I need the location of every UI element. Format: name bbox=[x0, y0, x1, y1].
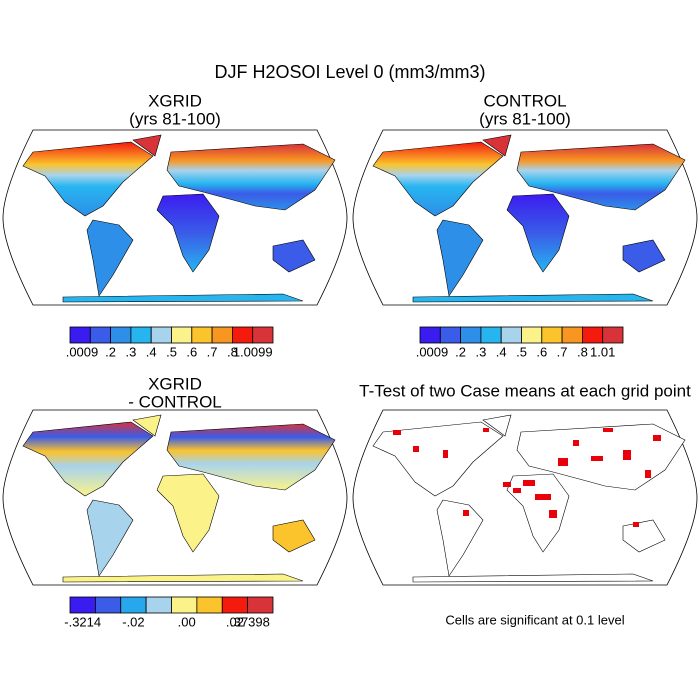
panel-title: CONTROL bbox=[483, 91, 566, 110]
colorbar-label: .5 bbox=[516, 344, 527, 359]
colorbar-box bbox=[419, 326, 441, 344]
colorbar-box bbox=[89, 326, 112, 344]
colorbar-box bbox=[171, 596, 198, 614]
colorbar-box bbox=[221, 596, 249, 614]
colorbar-box bbox=[150, 326, 172, 344]
colorbar-label: .3 bbox=[475, 344, 486, 359]
colorbar-label: .0009 bbox=[416, 344, 449, 359]
colorbar-box bbox=[561, 326, 583, 344]
colorbar-box bbox=[602, 326, 624, 344]
colorbar-label: .8 bbox=[577, 344, 588, 359]
colorbar-label: .02 bbox=[226, 614, 244, 629]
colorbar-box bbox=[541, 326, 563, 344]
map bbox=[2, 409, 348, 586]
colorbar-label: .00 bbox=[178, 614, 196, 629]
colorbar-box bbox=[171, 326, 193, 344]
colorbar-label: .8 bbox=[227, 344, 238, 359]
colorbar-box bbox=[120, 596, 147, 614]
colorbar-box bbox=[196, 596, 223, 614]
colorbar-box bbox=[460, 326, 482, 344]
colorbar-box bbox=[247, 596, 274, 614]
colorbar-box bbox=[500, 326, 522, 344]
colorbar-box bbox=[69, 596, 96, 614]
panel-title: - CONTROL bbox=[128, 392, 222, 411]
colorbar-label: .7 bbox=[557, 344, 568, 359]
colorbar-box bbox=[145, 596, 172, 614]
colorbar-box bbox=[439, 326, 461, 344]
colorbar-label: 1.0099 bbox=[233, 344, 273, 359]
panel-title: T-Test of two Case means at each grid po… bbox=[359, 381, 691, 400]
colorbar-label: .37398 bbox=[230, 614, 270, 629]
colorbar-label: -.3214 bbox=[64, 614, 101, 629]
panel-title: (yrs 81-100) bbox=[129, 109, 221, 128]
colorbar-box bbox=[521, 326, 543, 344]
map bbox=[2, 129, 348, 306]
colorbar-label: .2 bbox=[105, 344, 116, 359]
colorbar-label: .6 bbox=[186, 344, 197, 359]
colorbar-box bbox=[480, 326, 502, 344]
colorbar-box bbox=[582, 326, 604, 344]
colorbar-box bbox=[110, 326, 132, 344]
colorbar-label: .4 bbox=[146, 344, 157, 359]
panel-title: XGRID bbox=[148, 91, 202, 110]
panel-title: XGRID bbox=[148, 374, 202, 393]
colorbar-label: .7 bbox=[207, 344, 218, 359]
colorbar-box bbox=[252, 326, 274, 344]
colorbar-box bbox=[211, 326, 233, 344]
colorbar-label: 1.01 bbox=[590, 344, 615, 359]
colorbar-label: -.02 bbox=[122, 614, 144, 629]
colorbar-label: .4 bbox=[496, 344, 507, 359]
colorbar-label: .3 bbox=[125, 344, 136, 359]
figure-title: DJF H2OSOI Level 0 (mm3/mm3) bbox=[214, 62, 485, 82]
colorbar-label: .2 bbox=[455, 344, 466, 359]
panel-title: (yrs 81-100) bbox=[479, 109, 571, 128]
colorbar-label: .6 bbox=[536, 344, 547, 359]
colorbar-box bbox=[69, 326, 91, 344]
colorbar-box bbox=[94, 596, 122, 614]
colorbar-box bbox=[130, 326, 152, 344]
note: Cells are significant at 0.1 level bbox=[445, 612, 624, 627]
colorbar-box bbox=[231, 326, 254, 344]
colorbar-label: .0009 bbox=[66, 344, 99, 359]
map bbox=[352, 129, 698, 306]
map bbox=[352, 409, 698, 586]
colorbar-box bbox=[191, 326, 213, 344]
colorbar-label: .5 bbox=[166, 344, 177, 359]
